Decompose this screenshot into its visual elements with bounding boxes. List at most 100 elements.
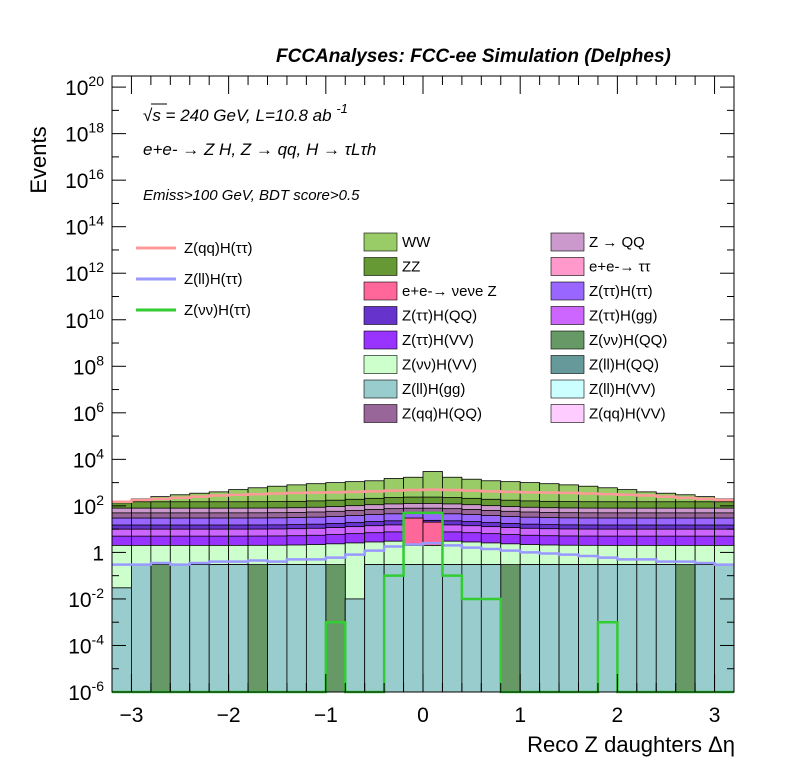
x-tick-label: 1 <box>514 704 526 727</box>
legend-fill-label: Z(ττ)H(gg) <box>589 308 658 325</box>
bar-ZllHgg-22 <box>539 564 560 693</box>
annotation-selection: Emiss>100 GeV, BDT score>0.5 <box>143 187 360 204</box>
legend-fill-swatch <box>550 232 585 252</box>
bar-ZllHgg-14 <box>383 564 404 693</box>
x-tick-label: −1 <box>314 704 338 727</box>
legend-fill-label: Z → QQ <box>589 234 645 251</box>
axes: Events Reco Z daughters Δη 10-6 10-4 10-2 1… <box>26 73 735 757</box>
y-tick-label: 106 <box>73 399 104 426</box>
legend-fill-swatch <box>550 257 585 276</box>
legend-fill-label: Z(ττ)H(VV) <box>402 332 474 349</box>
x-tick-label: −3 <box>119 704 143 727</box>
legend-fill-label: Z(ττ)H(ττ) <box>589 283 653 300</box>
bar-ZllHgg-15 <box>403 564 424 693</box>
x-tick-label: 0 <box>417 704 429 727</box>
y-tick-label: 102 <box>73 492 104 519</box>
y-axis-label: Events <box>26 126 51 193</box>
legend-line-label: Z(ll)H(ττ) <box>184 271 243 288</box>
legend-fill-label: Z(νν)H(QQ) <box>589 332 667 349</box>
legend-fill-label: Z(ll)H(gg) <box>402 381 465 398</box>
legend-fill-swatch <box>363 404 398 423</box>
bar-ZllHgg-16 <box>422 564 443 693</box>
y-tick-label: 10-2 <box>68 585 104 612</box>
legend-fill-swatch <box>550 404 585 423</box>
annotation-process: e+e- → Z H, Z → qq, H → τLτh <box>143 140 376 159</box>
bar-ZHQQ-7 <box>247 564 268 693</box>
y-tick-label: 108 <box>73 352 104 379</box>
legend-fill-swatch <box>363 379 398 399</box>
bar-ZllHgg-28 <box>655 564 677 693</box>
bar-ZllHgg-23 <box>558 564 579 693</box>
legend-fill-swatch <box>363 355 398 374</box>
y-tick-label: 104 <box>73 445 104 472</box>
bar-ZllHgg-27 <box>636 564 657 693</box>
bar-ZllHgg-19 <box>480 564 502 693</box>
bar-ZllHgg-13 <box>364 564 385 693</box>
legend-fill-swatch <box>550 306 585 325</box>
legend: Z(qq)H(ττ) Z(ll)H(ττ) Z(νν)H(ττ) WW Z → QQ ZZ… <box>136 232 667 423</box>
legend-fill-label: Z(νν)H(VV) <box>402 357 477 374</box>
legend-fill-label: Z(qq)H(VV) <box>589 406 666 423</box>
bar-ZllHgg-17 <box>442 564 463 693</box>
bar-ZllHgg-25 <box>597 564 618 693</box>
legend-fill-swatch <box>363 281 398 301</box>
bar-ZllHgg-24 <box>578 564 599 693</box>
x-axis-label: Reco Z daughters Δη <box>527 732 735 757</box>
bar-ZHQQ-2 <box>150 564 171 693</box>
bar-ZllHgg-5 <box>208 564 230 693</box>
bar-ZHQQ-20 <box>500 564 521 693</box>
legend-fill-label: Z(ll)H(VV) <box>589 381 656 398</box>
legend-fill-label: WW <box>402 234 431 251</box>
legend-fill-swatch <box>363 232 398 252</box>
bar-nunuZ-15 <box>403 517 424 546</box>
legend-fill-swatch <box>363 306 398 325</box>
x-tick-label: 2 <box>612 704 624 727</box>
line-series-0 <box>112 488 734 504</box>
bar-ZllHgg-6 <box>228 564 249 693</box>
y-tick-label: 10-4 <box>68 631 104 658</box>
y-tick-label: 10-6 <box>68 678 104 705</box>
y-tick-label: 1016 <box>65 166 104 193</box>
bar-ZllHgg-10 <box>305 564 327 693</box>
legend-line-label: Z(qq)H(ττ) <box>184 240 253 257</box>
annotation-energy: √s = 240 GeV, L=10.8 ab -1 <box>143 101 348 125</box>
bar-ZllHgg-26 <box>616 564 638 693</box>
bar-ZllHgg-30 <box>694 564 715 693</box>
chart-title: FCCAnalyses: FCC-ee Simulation (Delphes) <box>276 46 671 67</box>
legend-fill-swatch <box>550 379 585 399</box>
y-tick-label: 1 <box>92 542 104 565</box>
y-tick-label: 1012 <box>65 259 104 286</box>
bar-ZllHgg-8 <box>267 564 288 693</box>
x-tick-label: 3 <box>709 704 721 727</box>
legend-fill-swatch <box>550 281 585 301</box>
plot-area <box>111 75 735 694</box>
legend-fill-swatch <box>363 330 398 350</box>
y-tick-label: 1020 <box>65 73 104 100</box>
bar-ZllHgg-18 <box>461 564 482 693</box>
x-tick-label: −2 <box>217 704 241 727</box>
annotations: √s = 240 GeV, L=10.8 ab -1 e+e- → Z H, Z… <box>143 101 376 204</box>
bar-ZHQQ-29 <box>675 564 696 693</box>
y-tick-label: 1018 <box>65 120 104 147</box>
line-series-1 <box>112 541 734 566</box>
bar-ZllHgg-4 <box>189 564 210 693</box>
legend-line-label: Z(νν)H(ττ) <box>184 302 251 319</box>
bar-ZllHgg-0 <box>111 587 132 693</box>
legend-fill-label: Z(ττ)H(QQ) <box>402 308 477 325</box>
bar-ZllHgg-21 <box>519 564 541 693</box>
legend-fill-swatch <box>550 330 585 350</box>
bar-ZllHgg-1 <box>131 564 152 693</box>
bar-ZHQQ-11 <box>325 564 346 693</box>
bar-ZllHgg-12 <box>344 598 366 693</box>
bar-ZllHgg-9 <box>286 564 307 693</box>
legend-fill-swatch <box>363 257 398 276</box>
legend-fill-label: Z(qq)H(QQ) <box>402 406 482 423</box>
y-tick-label: 1010 <box>65 306 104 333</box>
legend-fill-swatch <box>550 355 585 374</box>
legend-fill-label: ZZ <box>402 259 420 276</box>
legend-fill-label: e+e-→ ττ <box>589 259 651 276</box>
bar-ZllHgg-31 <box>714 564 735 693</box>
bar-ZllHgg-3 <box>169 564 191 693</box>
y-tick-label: 1014 <box>65 213 104 240</box>
